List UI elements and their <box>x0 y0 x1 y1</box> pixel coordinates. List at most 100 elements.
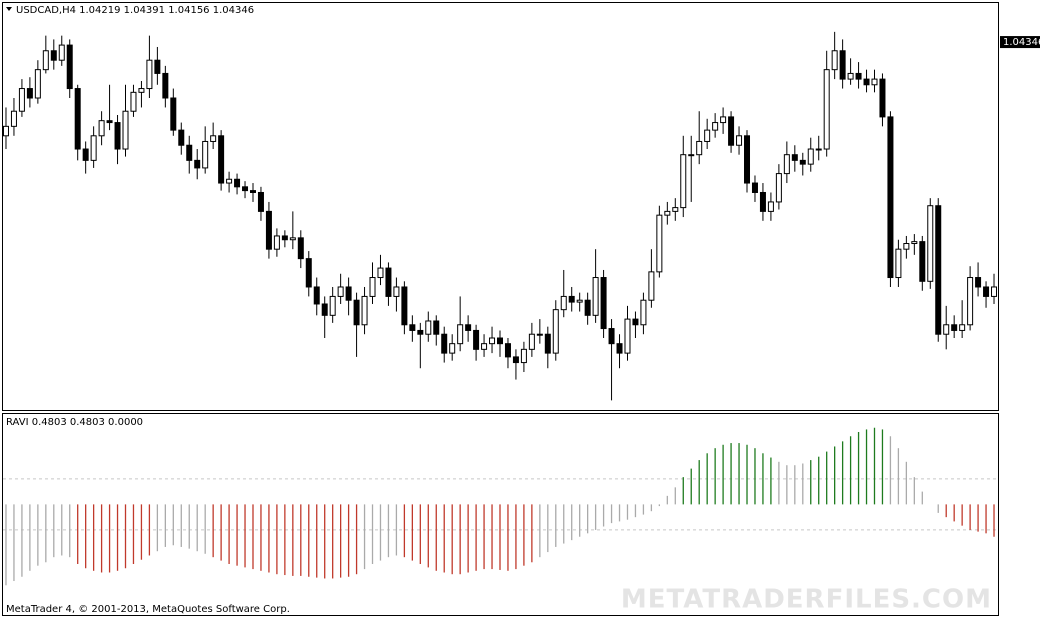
candle-body <box>608 328 615 345</box>
candle-body <box>82 148 89 161</box>
candle-body <box>696 140 703 156</box>
candle-body <box>839 50 846 80</box>
candle-body <box>50 50 57 61</box>
candle-body <box>202 140 209 169</box>
candle-body <box>257 191 264 212</box>
candle-body <box>345 286 352 301</box>
candle-body <box>385 267 392 297</box>
current-price-box <box>1000 36 1040 49</box>
candle-body <box>10 110 17 127</box>
candle-body <box>249 190 256 193</box>
main-pane-border <box>2 2 999 411</box>
menu-triangle[interactable] <box>6 7 12 11</box>
candle-body <box>736 135 743 146</box>
candle-body <box>863 78 870 86</box>
candle-body <box>465 324 472 331</box>
candle-body <box>497 337 503 345</box>
candle-body <box>775 173 782 203</box>
candle-body <box>783 154 790 175</box>
candle-body <box>281 235 288 241</box>
candle-body <box>943 324 950 335</box>
candle-body <box>130 91 137 112</box>
candle-body <box>138 88 145 93</box>
candle-body <box>544 333 551 354</box>
candle-body <box>289 237 296 241</box>
candle-body <box>791 154 798 161</box>
candle-body <box>831 50 838 71</box>
candle-body <box>919 241 926 282</box>
candle-body <box>975 277 982 288</box>
candle-body <box>656 214 663 273</box>
candle-body <box>767 201 774 212</box>
candle-body <box>433 320 440 335</box>
candle-body <box>409 324 416 331</box>
candle-body <box>512 356 519 364</box>
indicator-header: RAVI 0.4803 0.4803 0.0000 <box>6 417 143 428</box>
candle-body <box>648 271 655 301</box>
candle-body <box>186 144 193 161</box>
candle-body <box>935 205 942 335</box>
candle-body <box>457 324 464 345</box>
candle-body <box>807 148 814 165</box>
candle-body <box>361 295 368 326</box>
candle-body <box>265 210 272 250</box>
candle-body <box>959 324 966 331</box>
candle-body <box>369 277 376 297</box>
candle-body <box>640 299 647 326</box>
candle-body <box>751 182 758 193</box>
candle-body <box>234 178 241 188</box>
candle-body <box>616 343 623 354</box>
candle-body <box>329 295 336 316</box>
candle-body <box>528 333 535 350</box>
candle-body <box>353 299 360 326</box>
candle-body <box>903 243 910 250</box>
candle-body <box>393 286 400 297</box>
candle-body <box>210 135 217 142</box>
candle-body <box>927 205 934 282</box>
candle-body <box>911 241 918 245</box>
candle-body <box>568 295 575 303</box>
candle-body <box>74 88 81 150</box>
current-price-label: 1.04346 <box>1003 37 1042 48</box>
candle-body <box>313 286 320 305</box>
candle-body <box>377 267 384 279</box>
candle-body <box>58 44 65 61</box>
candle-body <box>481 343 488 350</box>
candle-body <box>170 97 177 131</box>
candle-body <box>967 277 974 326</box>
candle-body <box>34 69 41 99</box>
candle-body <box>90 135 97 161</box>
candle-body <box>154 59 161 74</box>
candle-body <box>2 125 9 137</box>
candle-body <box>576 299 583 303</box>
candle-body <box>489 337 496 345</box>
candle-body <box>592 277 599 316</box>
candle-body <box>799 159 806 165</box>
candle-body <box>504 343 511 358</box>
candle-body <box>759 191 766 212</box>
candle-body <box>520 348 527 364</box>
candle-body <box>106 120 113 124</box>
candle-body <box>688 154 695 157</box>
candle-body <box>951 324 958 331</box>
candle-body <box>887 116 894 279</box>
candle-body <box>624 318 631 354</box>
candle-body <box>401 286 408 326</box>
candle-body <box>226 178 233 184</box>
candle-body <box>552 309 559 354</box>
candle-body <box>712 122 719 131</box>
candle-body <box>242 186 249 192</box>
candle-body <box>122 110 129 150</box>
candle-body <box>991 286 998 297</box>
candle-body <box>704 129 711 142</box>
candle-body <box>983 286 990 297</box>
candle-body <box>672 207 679 212</box>
symbol-header: USDCAD,H4 1.04219 1.04391 1.04156 1.0434… <box>16 5 254 16</box>
candle-body <box>879 78 886 118</box>
candle-body <box>600 277 607 330</box>
candle-body <box>536 333 543 336</box>
candle-body <box>98 120 105 137</box>
candle-body <box>815 148 822 151</box>
